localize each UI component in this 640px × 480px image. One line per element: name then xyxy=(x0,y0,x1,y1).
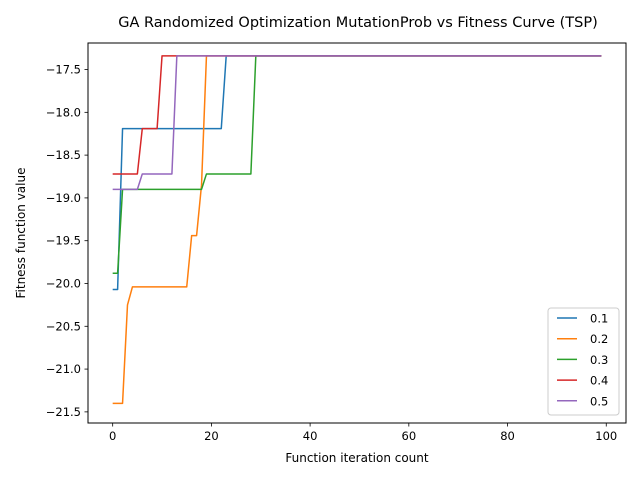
series-line-3 xyxy=(112,55,602,175)
x-tick-label-1: 20 xyxy=(204,429,219,443)
legend-label-4: 0.5 xyxy=(590,394,608,408)
series-line-4 xyxy=(112,55,602,191)
x-tick-label-4: 80 xyxy=(500,429,515,443)
legend-label-1: 0.2 xyxy=(590,332,608,346)
series-layer xyxy=(112,55,602,405)
y-tick-label-4: −19.5 xyxy=(46,234,81,248)
legend-label-3: 0.4 xyxy=(590,374,608,388)
y-tick-label-0: −21.5 xyxy=(46,405,81,419)
y-tick-label-2: −20.5 xyxy=(46,319,81,333)
y-tick-label-6: −18.5 xyxy=(46,148,81,162)
y-tick-label-5: −19.0 xyxy=(46,191,81,205)
y-tick-label-3: −20.0 xyxy=(46,276,81,290)
legend-label-2: 0.3 xyxy=(590,353,608,367)
y-tick-label-1: −21.0 xyxy=(46,362,81,376)
x-tick-label-3: 60 xyxy=(402,429,417,443)
x-tick-label-0: 0 xyxy=(109,429,116,443)
y-tick-label-8: −17.5 xyxy=(46,63,81,77)
y-axis-label: Fitness function value xyxy=(14,168,28,299)
legend-box xyxy=(547,307,620,416)
plot-frame xyxy=(87,42,627,424)
tick-layer: 0 20 40 60 80 100 −21.5 −21.0 −20.5 −20.0 −19.5 −19… xyxy=(46,63,617,443)
series-line-1 xyxy=(112,55,602,405)
series-line-2 xyxy=(112,55,602,274)
legend: 0.1 0.2 0.3 0.4 0.5 xyxy=(547,307,620,416)
chart-title: GA Randomized Optimization MutationProb … xyxy=(118,15,597,31)
series-line-0 xyxy=(112,55,602,291)
x-tick-label-5: 100 xyxy=(595,429,617,443)
y-tick-label-7: −18.0 xyxy=(46,105,81,119)
x-axis-label: Function iteration count xyxy=(285,451,429,465)
legend-label-0: 0.1 xyxy=(590,312,608,326)
x-tick-label-2: 40 xyxy=(303,429,318,443)
